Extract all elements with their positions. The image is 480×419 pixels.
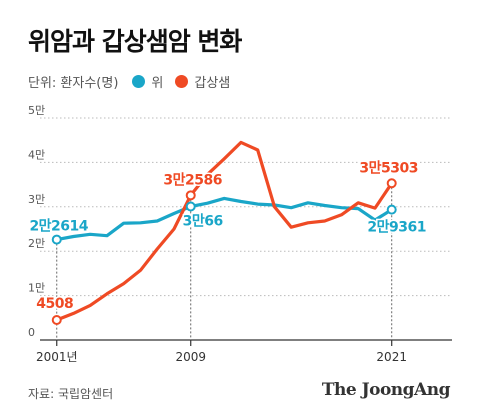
legend-item-stomach: 위 (132, 72, 163, 91)
x-tick-label: 2009 (175, 350, 206, 364)
x-tick-label: 2021 (376, 350, 407, 364)
legend-swatch-thyroid (175, 75, 189, 88)
data-label-stomach: 3만66 (183, 214, 223, 230)
brand-logo: The JoongAng (321, 380, 451, 400)
data-point-stomach (386, 204, 397, 215)
y-tick-label: 3만 (28, 193, 45, 206)
legend-label-thyroid: 갑상샘 (194, 76, 231, 91)
data-point-thyroid (185, 190, 196, 201)
data-label-thyroid: 4508 (36, 296, 73, 312)
source-text: 자료: 국립암센터 (28, 387, 114, 401)
data-point-thyroid (386, 178, 397, 189)
x-tick-label: 2001년 (36, 350, 78, 364)
legend: 단위: 환자수(명) 위 갑상샘 (28, 72, 242, 91)
data-point-stomach (185, 201, 196, 212)
y-tick-label: 5만 (28, 104, 45, 117)
y-tick-label: 0 (28, 326, 35, 339)
series-line-thyroid (55, 140, 394, 322)
legend-label-stomach: 위 (151, 76, 164, 91)
data-label-stomach: 2만2614 (29, 219, 88, 235)
data-point-stomach (51, 234, 62, 245)
data-label-thyroid: 3만5303 (359, 160, 418, 176)
y-tick-label: 1만 (28, 282, 45, 295)
legend-item-thyroid: 갑상샘 (175, 72, 230, 91)
chart-title: 위암과 갑상샘암 변화 (28, 27, 242, 56)
y-tick-label: 2만 (28, 237, 45, 250)
unit-label: 단위: 환자수(명) (28, 76, 119, 91)
y-tick-label: 4만 (28, 148, 45, 161)
legend-swatch-stomach (132, 75, 146, 88)
data-label-thyroid: 3만2586 (163, 172, 222, 188)
data-point-thyroid (51, 314, 62, 325)
series-line-stomach (55, 196, 394, 242)
data-label-stomach: 2만9361 (367, 220, 426, 236)
